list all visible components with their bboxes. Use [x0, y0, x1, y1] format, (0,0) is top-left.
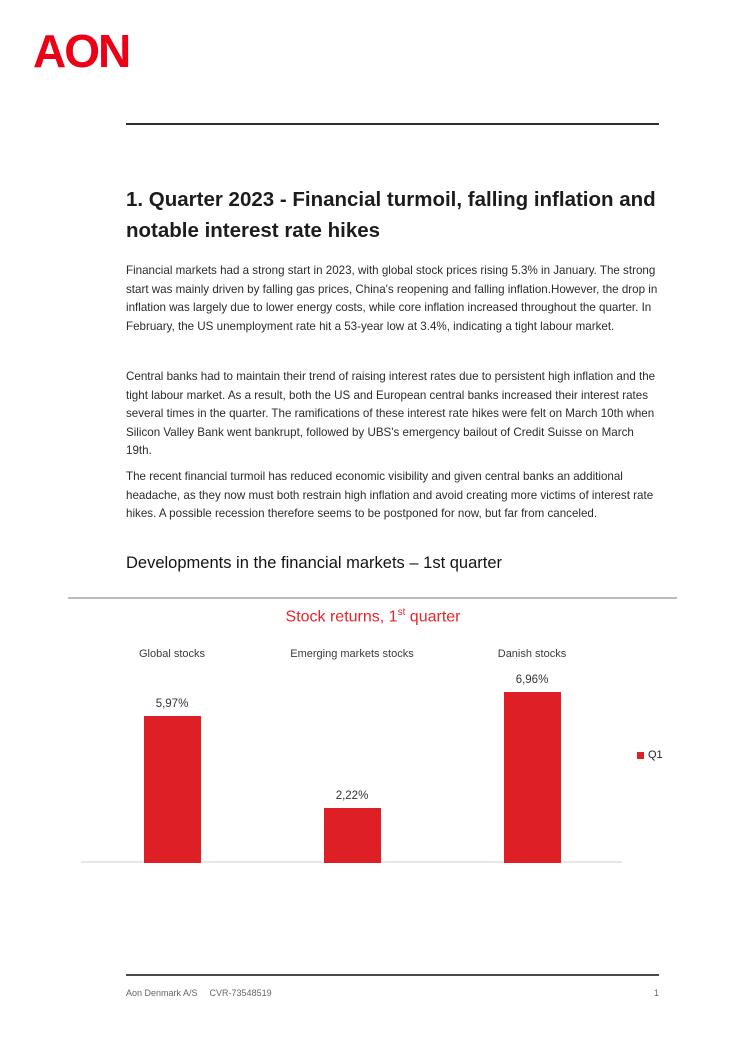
paragraph-1: Financial markets had a strong start in … — [126, 264, 658, 333]
top-divider — [126, 123, 659, 125]
bar — [143, 716, 201, 863]
chart-legend: Q1 — [637, 749, 663, 761]
page-title: 1. Quarter 2023 - Financial turmoil, fal… — [126, 188, 656, 242]
paragraph-3: The recent financial turmoil has reduced… — [126, 470, 654, 521]
category-label: Global stocks — [138, 648, 206, 660]
chart-title-suffix: quarter — [405, 608, 461, 626]
value-label: 2,22% — [335, 790, 369, 802]
value-label: 6,96% — [515, 674, 549, 686]
value-label: 5,97% — [155, 698, 189, 710]
chart-divider — [68, 597, 677, 599]
footer-page-number: 1 — [653, 988, 659, 998]
footer-left: Aon Denmark A/S CVR-73548519 — [126, 988, 272, 998]
footer-company: Aon Denmark A/S — [126, 988, 198, 998]
category-label: Danish stocks — [497, 648, 567, 660]
footer: Aon Denmark A/S CVR-73548519 1 — [126, 988, 659, 998]
chart-title-prefix: Stock returns, 1 — [285, 608, 398, 626]
paragraph-2: Central banks had to maintain their tren… — [126, 370, 656, 458]
chart-title: Stock returns, 1st quarter — [70, 607, 676, 626]
legend-label: Q1 — [648, 749, 663, 761]
aon-logo: AON — [33, 25, 131, 77]
chart-title-superscript: st — [397, 607, 406, 618]
footer-divider — [126, 974, 659, 976]
category-label: Emerging markets stocks — [290, 648, 414, 660]
bar-chart: Q1 Global stocks 5,97% Emerging markets st… — [70, 648, 676, 863]
bar — [323, 808, 381, 863]
section-subtitle: Developments in the financial markets – … — [126, 554, 503, 572]
legend-marker-icon — [637, 751, 644, 759]
bar — [503, 692, 561, 863]
footer-cvr: CVR-73548519 — [209, 988, 272, 998]
